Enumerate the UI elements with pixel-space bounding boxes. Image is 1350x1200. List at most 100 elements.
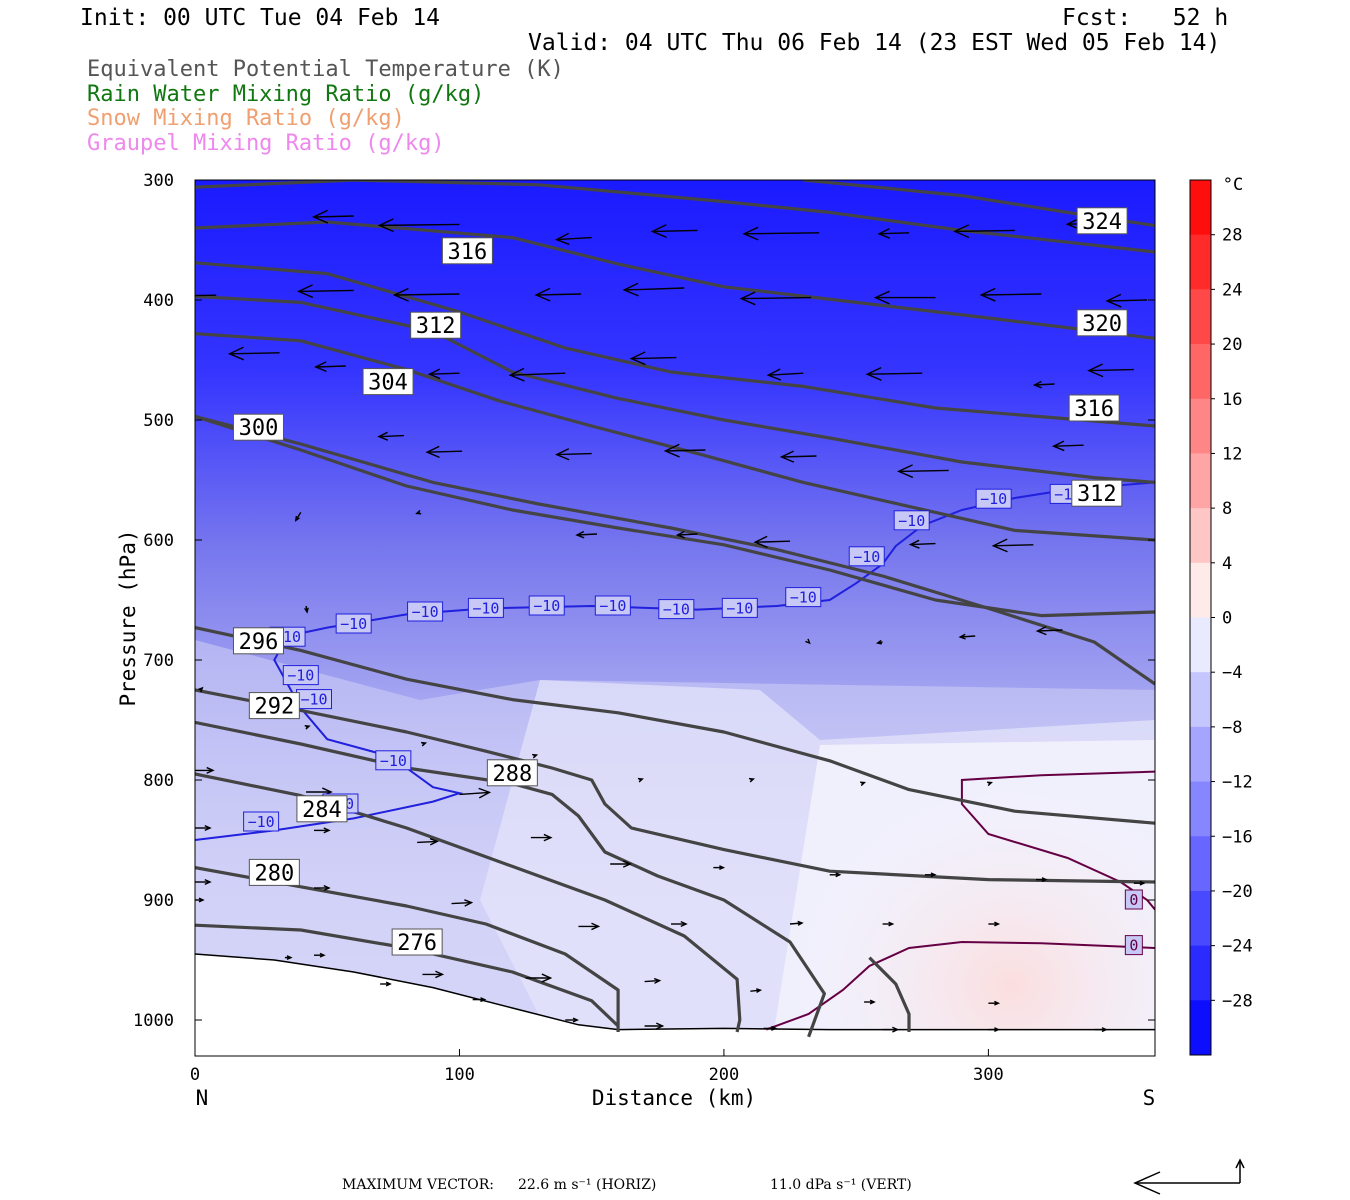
wind-vector xyxy=(415,509,422,515)
wind-vector xyxy=(629,351,677,366)
wind-vector xyxy=(304,605,309,614)
svg-text:−10: −10 xyxy=(663,601,690,619)
wind-vector xyxy=(425,445,463,459)
svg-text:312: 312 xyxy=(416,314,456,339)
wind-vector xyxy=(311,209,354,224)
theta-e-contour-label: 288 xyxy=(486,759,538,787)
theta-e-contour xyxy=(195,220,1155,340)
field-legend-entry: Graupel Mixing Ratio (g/kg) xyxy=(87,130,445,156)
wind-vector xyxy=(953,224,1015,239)
temperature-contour-label: 0 xyxy=(1124,935,1143,956)
terrain-fill xyxy=(195,954,1155,1056)
svg-text:0: 0 xyxy=(1129,891,1138,909)
wind-vector xyxy=(675,530,698,539)
y-tick-label: 400 xyxy=(143,291,174,311)
svg-text:316: 316 xyxy=(448,240,488,265)
colorbar-tick-label: −4 xyxy=(1222,663,1242,683)
wind-vector xyxy=(644,977,662,984)
svg-text:276: 276 xyxy=(397,931,437,956)
wind-vector xyxy=(622,282,685,297)
wind-vector xyxy=(865,367,923,381)
colorbar-bin xyxy=(1190,234,1211,290)
wind-vector xyxy=(779,450,817,463)
wind-vector xyxy=(532,753,539,759)
wind-vector xyxy=(713,865,726,871)
svg-text:−10: −10 xyxy=(300,691,327,709)
wind-vector xyxy=(766,368,804,381)
plot-frame xyxy=(194,179,1156,1057)
svg-text:324: 324 xyxy=(1082,210,1122,235)
colorbar-bin xyxy=(1190,617,1211,673)
wind-vector xyxy=(988,1027,1001,1033)
theta-e-contour xyxy=(195,688,1155,884)
wind-vector xyxy=(508,367,566,382)
wind-vector xyxy=(380,981,392,987)
y-tick-label: 800 xyxy=(143,771,174,791)
colorbar-bin xyxy=(1190,562,1211,618)
svg-text:−10: −10 xyxy=(287,667,314,685)
theta-e-contour xyxy=(195,294,1155,484)
wind-vector xyxy=(534,287,582,302)
temperature-contour-label: −10 xyxy=(848,546,885,567)
wind-vector xyxy=(789,920,804,926)
wind-vector xyxy=(650,224,698,239)
wind-vector xyxy=(554,232,592,246)
svg-text:284: 284 xyxy=(302,798,342,823)
temperature-contour-label: −10 xyxy=(243,811,280,832)
theta-e-contour-label: 324 xyxy=(1076,207,1128,235)
theta-e-contour xyxy=(195,332,1155,542)
svg-text:304: 304 xyxy=(368,371,408,396)
temperature-contour-label: −10 xyxy=(893,510,930,531)
wind-vector xyxy=(875,639,883,645)
svg-text:−10: −10 xyxy=(533,597,560,615)
wind-vector xyxy=(530,833,553,842)
wind-vector xyxy=(1035,877,1048,883)
temperature-contour-label: 0 xyxy=(1124,889,1143,910)
temperature-contour-label: −10 xyxy=(282,665,319,686)
wind-vector xyxy=(296,284,354,299)
wind-vector xyxy=(575,530,598,539)
wind-vector xyxy=(882,921,895,927)
wind-vector xyxy=(1087,363,1134,378)
wind-vector xyxy=(1032,380,1055,389)
svg-text:−10: −10 xyxy=(980,490,1007,508)
theta-e-contour-label: 296 xyxy=(232,627,284,655)
wind-vector xyxy=(578,922,601,931)
theta-e-contour-label: 292 xyxy=(248,692,300,720)
colorbar-tick-label: −12 xyxy=(1222,773,1253,793)
colorbar-tick-label: −20 xyxy=(1222,882,1253,902)
wind-vector xyxy=(986,781,994,787)
wind-vector xyxy=(748,777,755,783)
wind-vector xyxy=(417,837,439,846)
svg-text:−10: −10 xyxy=(599,597,626,615)
svg-text:300: 300 xyxy=(239,416,279,441)
temperature-contour-label: −10 xyxy=(785,587,822,608)
temperature-contour-label: −10 xyxy=(594,595,631,616)
svg-text:−10: −10 xyxy=(853,548,880,566)
wind-vector xyxy=(195,878,212,886)
wind-vector xyxy=(421,741,428,747)
colorbar-bin xyxy=(1190,781,1211,837)
x-tick-label: 300 xyxy=(973,1065,1004,1085)
field-legend-entry: Rain Water Mixing Ratio (g/kg) xyxy=(87,81,485,107)
theta-e-contour xyxy=(195,923,620,1028)
wind-vector xyxy=(377,218,460,233)
colorbar-tick-label: 24 xyxy=(1222,280,1242,300)
wind-vector xyxy=(1094,1027,1108,1033)
max-vector-key xyxy=(1133,1158,1245,1195)
svg-text:296: 296 xyxy=(239,630,279,655)
theta-e-contour xyxy=(195,180,1155,254)
theta-e-contour-label: 320 xyxy=(1076,309,1128,337)
svg-text:−10: −10 xyxy=(898,512,925,530)
wind-vector xyxy=(125,204,195,217)
svg-text:312: 312 xyxy=(1077,482,1117,507)
temperature-contour-label: −10 xyxy=(467,597,504,618)
wind-vector xyxy=(988,921,1001,927)
y-tick-label: 900 xyxy=(143,891,174,911)
y-tick-label: 1000 xyxy=(133,1011,174,1031)
svg-text:−10: −10 xyxy=(412,603,439,621)
wind-vector xyxy=(525,973,553,983)
theta-e-contour-label: 316 xyxy=(441,237,493,265)
x-tick-label: 200 xyxy=(709,1065,740,1085)
x-tick-label: 0 xyxy=(190,1065,200,1085)
